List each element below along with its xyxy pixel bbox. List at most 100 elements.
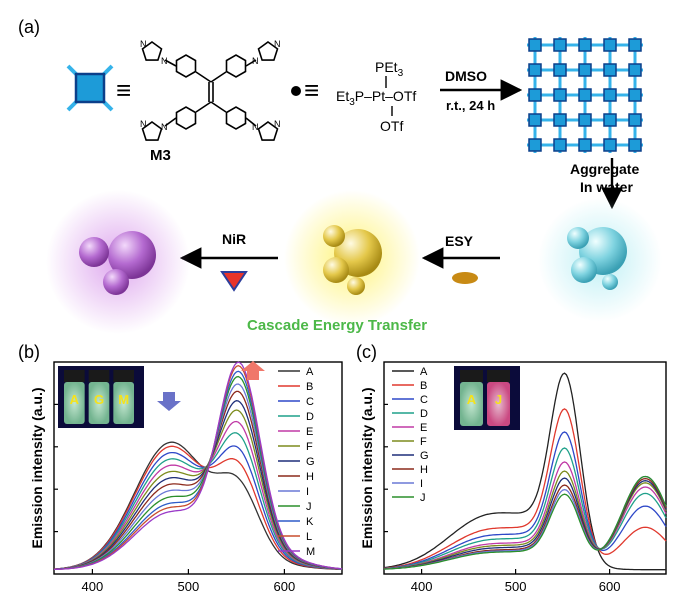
grid-node xyxy=(603,63,617,77)
vial-cap xyxy=(113,370,134,382)
legend-label-I: I xyxy=(306,486,309,498)
compound-label: M3 xyxy=(150,147,171,164)
legend-label-D: D xyxy=(306,411,314,423)
x-tick-label: 400 xyxy=(411,579,433,594)
series-line-H xyxy=(383,477,667,570)
imidazole-n-label: N xyxy=(274,39,281,49)
grid-node xyxy=(603,88,617,102)
yellow-aggregate-icon xyxy=(284,190,420,326)
x-tick-label: 600 xyxy=(599,579,621,594)
nir-dye-icon xyxy=(220,271,248,292)
series-line-J xyxy=(383,475,667,570)
step2-top: Aggregate xyxy=(570,161,639,177)
grid-node xyxy=(603,138,617,152)
legend-label-G: G xyxy=(420,450,429,462)
legend-label-H: H xyxy=(420,464,428,476)
panel-c-label: (c) xyxy=(356,342,377,362)
cyan-aggregate-icon xyxy=(538,198,662,322)
imidazole-n-label: N xyxy=(140,39,147,49)
grid-node xyxy=(578,138,592,152)
grid-node xyxy=(628,63,642,77)
series-line-D xyxy=(383,447,667,570)
cascade-caption: Cascade Energy Transfer xyxy=(247,317,427,334)
legend-label-E: E xyxy=(420,422,427,434)
grid-node xyxy=(528,63,542,77)
pt-node-icon xyxy=(291,86,301,96)
grid-node xyxy=(553,38,567,52)
vial-cap xyxy=(487,370,510,382)
series-line-G xyxy=(383,477,667,570)
legend-label-A: A xyxy=(306,366,314,378)
legend-label-A: A xyxy=(420,366,428,378)
vial-body xyxy=(113,382,134,424)
equiv-sign-2: ≡ xyxy=(304,75,319,105)
y-axis-label: Emission intensity (a.u.) xyxy=(359,387,375,548)
vial-cap xyxy=(64,370,85,382)
legend-label-I: I xyxy=(420,478,423,490)
vial-cap xyxy=(460,370,483,382)
grid-node xyxy=(603,38,617,52)
pt-bottom-ligand: OTf xyxy=(380,118,403,134)
series-line-C xyxy=(383,431,667,570)
legend-label-F: F xyxy=(420,436,427,448)
series-line-B xyxy=(383,408,667,569)
grid-node xyxy=(528,113,542,127)
grid-node xyxy=(628,38,642,52)
imidazole-n-label: N xyxy=(274,119,281,129)
arrow-down-marker-icon xyxy=(157,392,181,411)
step1-condition: r.t., 24 h xyxy=(446,98,495,113)
step1-reagent: DMSO xyxy=(445,68,487,84)
grid-node xyxy=(628,113,642,127)
x-tick-label: 600 xyxy=(274,579,296,594)
node-icon xyxy=(66,64,114,112)
panel-b-label: (b) xyxy=(18,342,40,362)
legend-label-F: F xyxy=(306,441,313,453)
series-line-A xyxy=(383,372,666,571)
grid-node xyxy=(553,113,567,127)
vial-body xyxy=(460,382,483,426)
x-tick-label: 500 xyxy=(505,579,527,594)
series-line-M xyxy=(54,361,343,571)
x-tick-label: 400 xyxy=(82,579,104,594)
n-bond xyxy=(164,117,177,127)
legend-label-B: B xyxy=(420,380,427,392)
series-line-C xyxy=(53,445,343,570)
imidazole-ring xyxy=(257,41,279,61)
n-bond xyxy=(245,117,257,127)
grid-node xyxy=(553,63,567,77)
imidazole-n-label: N xyxy=(252,56,259,66)
grid-node xyxy=(528,88,542,102)
phenyl-ring xyxy=(225,54,247,78)
step2-bottom: In water xyxy=(580,179,633,195)
pt-complex: PEt3 Et3P–Pt–OTf OTf xyxy=(336,59,416,134)
series-line-I xyxy=(383,475,667,570)
series-line-E xyxy=(383,461,667,570)
grid-node xyxy=(553,88,567,102)
network-grid xyxy=(527,37,643,153)
vial-label: J xyxy=(495,392,502,407)
pt-top-ligand: PEt3 xyxy=(375,59,404,79)
series-line-D xyxy=(53,432,343,570)
grid-node xyxy=(578,88,592,102)
step4-reagent: NiR xyxy=(222,231,246,247)
vial-cap xyxy=(88,370,110,382)
x-tick-label: 500 xyxy=(178,579,200,594)
arrow-up-marker-icon xyxy=(241,361,265,380)
legend-label-L: L xyxy=(306,531,312,543)
phenyl-ring xyxy=(225,106,247,130)
grid-node xyxy=(578,113,592,127)
imidazole-ring xyxy=(257,121,279,141)
vial-label: A xyxy=(70,392,80,407)
n-bond xyxy=(245,59,257,67)
equiv-sign-1: ≡ xyxy=(116,75,131,105)
legend-label-J: J xyxy=(420,492,426,504)
vial-label: G xyxy=(94,392,104,407)
imidazole-n-label: N xyxy=(161,56,168,66)
imidazole-ring xyxy=(141,121,163,141)
